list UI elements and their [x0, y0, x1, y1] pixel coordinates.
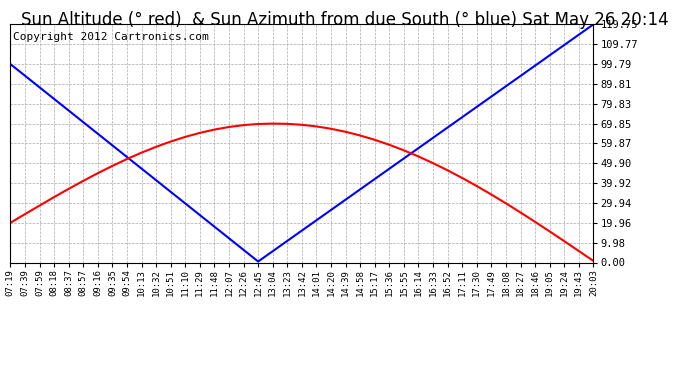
Text: Sun Altitude (° red)  & Sun Azimuth from due South (° blue) Sat May 26 20:14: Sun Altitude (° red) & Sun Azimuth from …: [21, 11, 669, 29]
Text: Copyright 2012 Cartronics.com: Copyright 2012 Cartronics.com: [13, 32, 209, 42]
